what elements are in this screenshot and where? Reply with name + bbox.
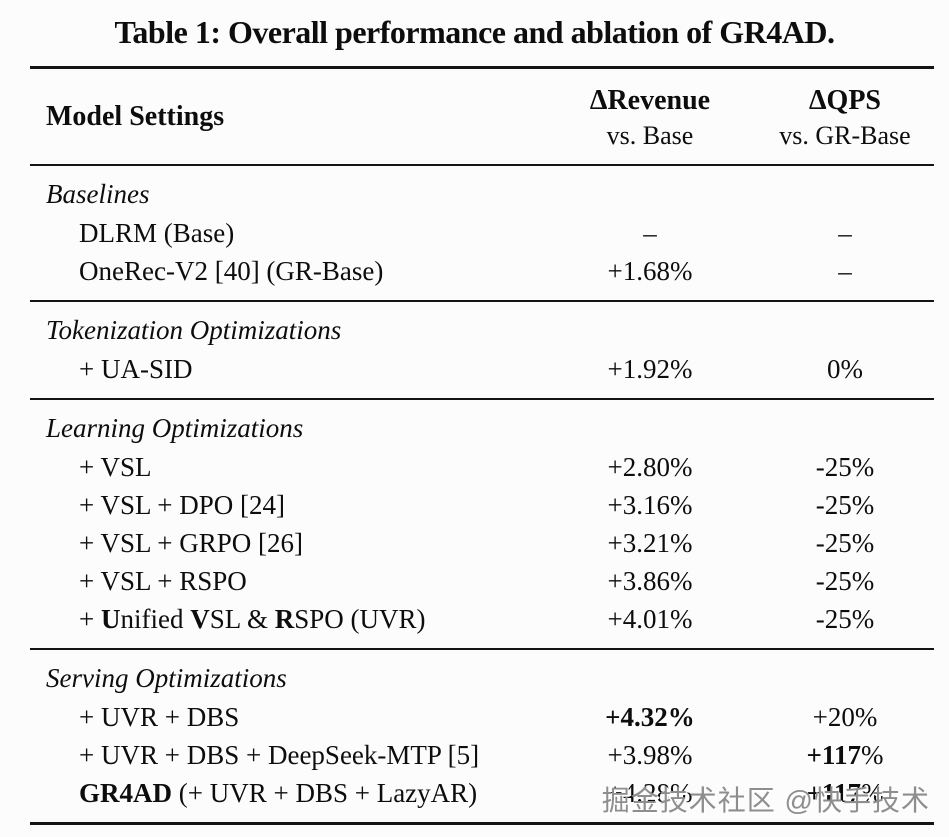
- table-row: + VSL + DPO [24] +3.16% -25%: [30, 486, 934, 524]
- table-row: + UVR + DBS + DeepSeek-MTP [5] +3.98% +1…: [30, 736, 934, 774]
- revenue-cell: +1.68%: [607, 256, 693, 286]
- table-row: OneRec-V2 [40] (GR-Base) +1.68% –: [30, 252, 934, 290]
- table-row: + UA-SID +1.92% 0%: [30, 350, 934, 388]
- qps-cell: -25%: [815, 566, 875, 596]
- revenue-cell: –: [643, 218, 657, 248]
- model-label-cell: + Unified VSL & RSPO (UVR): [79, 604, 426, 634]
- table-row: + VSL +2.80% -25%: [30, 448, 934, 486]
- section-serving: Serving Optimizations + UVR + DBS +4.32%…: [30, 650, 934, 822]
- model-label-cell: + UA-SID: [79, 354, 193, 384]
- header-qps: ΔQPS vs. GR-Base: [756, 82, 934, 152]
- header-model-settings: Model Settings: [46, 100, 225, 132]
- revenue-cell: +3.86%: [607, 566, 693, 596]
- table-caption: Table 1: Overall performance and ablatio…: [114, 14, 835, 50]
- header-revenue-line1: ΔRevenue: [589, 84, 711, 116]
- header-qps-line2: vs. GR-Base: [779, 120, 911, 150]
- qps-cell: -25%: [815, 490, 875, 520]
- revenue-cell: +1.92%: [607, 354, 693, 384]
- table-row: + UVR + DBS +4.32% +20%: [30, 698, 934, 736]
- qps-cell: +117%: [806, 778, 884, 808]
- ablation-table: Model Settings ΔRevenue vs. Base ΔQPS vs…: [30, 66, 934, 825]
- revenue-cell: +3.16%: [607, 490, 693, 520]
- model-label-cell: OneRec-V2 [40] (GR-Base): [79, 256, 384, 286]
- table-row: + VSL + RSPO +3.86% -25%: [30, 562, 934, 600]
- qps-cell: –: [838, 256, 852, 286]
- section-tokenization: Tokenization Optimizations + UA-SID +1.9…: [30, 302, 934, 398]
- qps-cell: -25%: [815, 528, 875, 558]
- revenue-cell: +2.80%: [607, 452, 693, 482]
- table-row: DLRM (Base) – –: [30, 214, 934, 252]
- section-title: Baselines: [46, 179, 150, 209]
- rule-bottom: [30, 822, 934, 825]
- table-row: + Unified VSL & RSPO (UVR) +4.01% -25%: [30, 600, 934, 638]
- revenue-cell: +3.98%: [607, 740, 693, 770]
- qps-cell: -25%: [815, 452, 875, 482]
- rule-section-divider: [30, 300, 934, 302]
- model-label-cell: + UVR + DBS + DeepSeek-MTP [5]: [79, 740, 480, 770]
- qps-cell: -25%: [815, 604, 875, 634]
- qps-cell: 0%: [827, 354, 863, 384]
- rule-section-divider: [30, 398, 934, 400]
- section-title: Serving Optimizations: [46, 663, 287, 693]
- section-title: Tokenization Optimizations: [46, 315, 342, 345]
- table-row: GR4AD (+ UVR + DBS + LazyAR) +4.28% +117…: [30, 774, 934, 812]
- revenue-cell: +4.01%: [607, 604, 693, 634]
- watermark: 掘金技术社区 @快手技术: [601, 785, 930, 816]
- model-label-cell: + VSL: [79, 452, 152, 482]
- revenue-cell: +3.21%: [607, 528, 693, 558]
- qps-cell: –: [838, 218, 852, 248]
- header-revenue: ΔRevenue vs. Base: [544, 82, 756, 152]
- header-revenue-line2: vs. Base: [606, 120, 694, 150]
- rule-header-bottom: [30, 164, 934, 166]
- model-label-cell: GR4AD (+ UVR + DBS + LazyAR): [79, 778, 478, 808]
- rule-section-divider: [30, 648, 934, 650]
- model-label-cell: DLRM (Base): [79, 218, 235, 248]
- table-header-row: Model Settings ΔRevenue vs. Base ΔQPS vs…: [30, 69, 934, 164]
- revenue-cell: +4.32%: [605, 702, 695, 732]
- revenue-cell: +4.28%: [607, 778, 693, 808]
- header-qps-line1: ΔQPS: [808, 84, 881, 116]
- qps-cell: +117%: [806, 740, 884, 770]
- section-learning: Learning Optimizations + VSL +2.80% -25%…: [30, 400, 934, 648]
- model-label-cell: + VSL + DPO [24]: [79, 490, 285, 520]
- section-baselines: Baselines DLRM (Base) – – OneRec-V2 [40]…: [30, 166, 934, 300]
- model-label-cell: + VSL + GRPO [26]: [79, 528, 303, 558]
- model-label-cell: + UVR + DBS: [79, 702, 240, 732]
- section-title: Learning Optimizations: [46, 413, 304, 443]
- model-label-cell: + VSL + RSPO: [79, 566, 247, 596]
- qps-cell: +20%: [812, 702, 878, 732]
- table-row: + VSL + GRPO [26] +3.21% -25%: [30, 524, 934, 562]
- rule-top: [30, 66, 934, 69]
